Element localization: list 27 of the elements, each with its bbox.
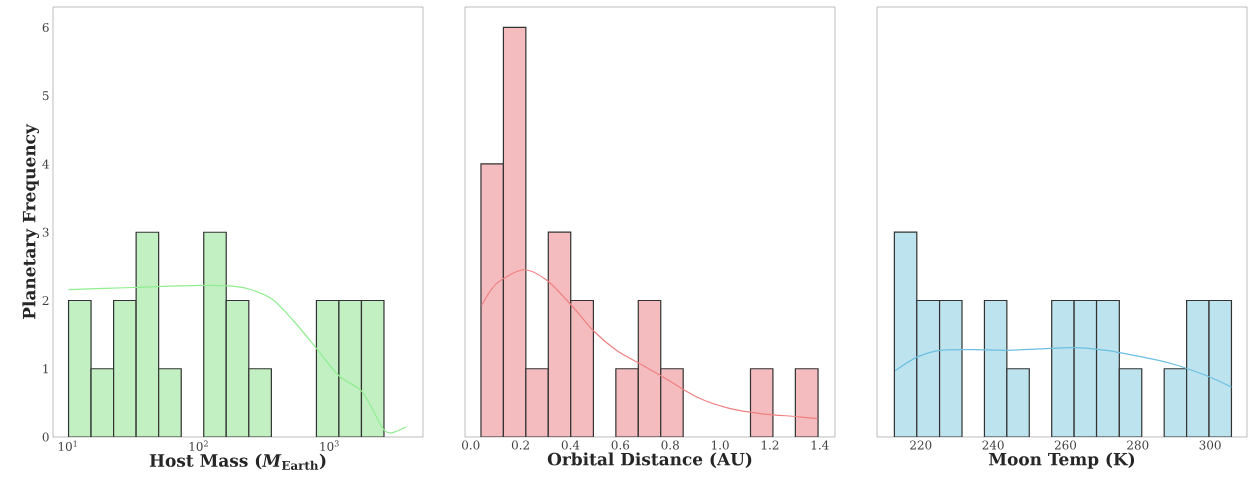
- x-tick-label: 220: [910, 440, 932, 450]
- x-tick-label: 1.2: [761, 440, 779, 450]
- x-axis-title: Moon Temp (K): [989, 452, 1135, 469]
- x-tick-label: 1.0: [712, 440, 729, 450]
- x-axis-title: Host Mass (M$_{Earth}$): [149, 453, 326, 470]
- x-tick-label: 1.4: [811, 440, 829, 450]
- y-tick-label: 5: [42, 91, 49, 101]
- y-tick-label: 6: [42, 22, 49, 32]
- x-tick-label: 0.4: [561, 440, 580, 450]
- y-tick-label: 4: [42, 159, 49, 169]
- x-tick-label: 0.0: [462, 440, 480, 450]
- y-tick-label: 1: [43, 364, 48, 374]
- x-tick-label: 0.6: [611, 440, 630, 450]
- x-tick-label: 280: [1127, 440, 1149, 450]
- y-tick-label: 2: [42, 296, 49, 305]
- x-tick-label: 0.8: [661, 440, 679, 450]
- x-axis-title: Orbital Distance (AU): [547, 452, 752, 468]
- x-tick-label: 10$^{2}$: [189, 440, 208, 451]
- x-tick-label: 260: [1054, 440, 1077, 450]
- x-tick-label: 240: [982, 440, 1004, 450]
- y-axis-title: Planetary Frequency: [22, 123, 40, 319]
- y-tick-label: 3: [42, 227, 49, 237]
- x-tick-label: 10$^{1}$: [58, 440, 77, 451]
- y-tick-label: 0: [42, 432, 49, 442]
- x-tick-label: 0.2: [511, 440, 529, 450]
- x-tick-label: 10$^{3}$: [320, 440, 339, 451]
- x-tick-label: 300: [1199, 440, 1221, 450]
